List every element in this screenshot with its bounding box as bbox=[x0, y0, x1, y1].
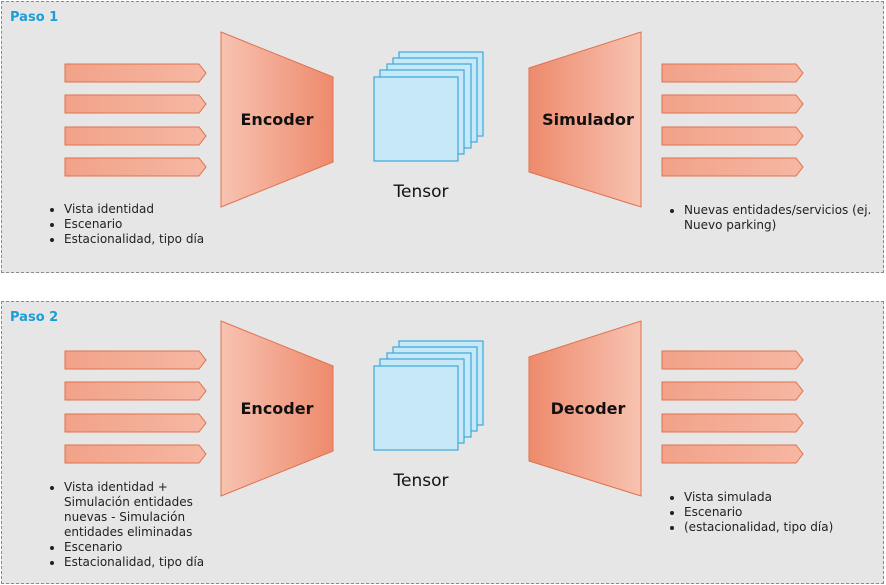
bullet-item: Escenario bbox=[64, 217, 264, 232]
output-arrow bbox=[661, 444, 804, 464]
bullet-item: Estacionalidad, tipo día bbox=[64, 232, 264, 247]
bullet-item: Nuevas entidades/servicios (ej. Nuevo pa… bbox=[684, 203, 884, 233]
bullet-item: Vista identidad + Simulación entidades n… bbox=[64, 480, 214, 540]
encoder-block bbox=[220, 31, 334, 208]
input-arrow bbox=[64, 63, 207, 83]
decoder-label: Decoder bbox=[550, 399, 626, 418]
output-bullets: Vista simulada Escenario (estacionalidad… bbox=[664, 490, 884, 535]
tensor-label: Tensor bbox=[393, 471, 449, 491]
input-arrow bbox=[64, 350, 207, 370]
output-bullets: Nuevas entidades/servicios (ej. Nuevo pa… bbox=[664, 203, 884, 233]
input-arrow bbox=[64, 444, 207, 464]
step-1-panel: Paso 1 Encoder Tensor Simulador Vista id… bbox=[1, 1, 884, 273]
output-arrow bbox=[661, 63, 804, 83]
bullet-item: Escenario bbox=[684, 505, 884, 520]
tensor-label: Tensor bbox=[393, 182, 449, 202]
simulador-block bbox=[528, 31, 642, 208]
bullet-item: (estacionalidad, tipo día) bbox=[684, 520, 884, 535]
encoder-block bbox=[220, 320, 334, 497]
bullet-item: Estacionalidad, tipo día bbox=[64, 555, 214, 570]
output-arrow bbox=[661, 94, 804, 114]
input-arrow bbox=[64, 413, 207, 433]
input-bullets: Vista identidad + Simulación entidades n… bbox=[44, 480, 214, 570]
output-arrow bbox=[661, 381, 804, 401]
step-title: Paso 2 bbox=[10, 310, 59, 325]
input-bullets: Vista identidad Escenario Estacionalidad… bbox=[44, 202, 264, 247]
tensor-layer bbox=[373, 76, 459, 162]
input-arrow bbox=[64, 94, 207, 114]
output-arrow bbox=[661, 413, 804, 433]
input-arrow bbox=[64, 126, 207, 146]
step-title: Paso 1 bbox=[10, 10, 59, 25]
output-arrow bbox=[661, 126, 804, 146]
step-1-diagram bbox=[64, 31, 804, 208]
simulador-label: Simulador bbox=[542, 110, 634, 129]
encoder-label: Encoder bbox=[240, 110, 314, 129]
decoder-block bbox=[528, 320, 642, 497]
output-arrow bbox=[661, 157, 804, 177]
output-arrow bbox=[661, 350, 804, 370]
bullet-item: Vista simulada bbox=[684, 490, 884, 505]
step-2-diagram bbox=[64, 320, 804, 497]
encoder-label: Encoder bbox=[240, 399, 314, 418]
bullet-item: Escenario bbox=[64, 540, 214, 555]
input-arrow bbox=[64, 381, 207, 401]
bullet-item: Vista identidad bbox=[64, 202, 264, 217]
tensor-layer bbox=[373, 365, 459, 451]
step-2-panel: Paso 2 Encoder Tensor Decoder Vista iden… bbox=[1, 301, 884, 584]
input-arrow bbox=[64, 157, 207, 177]
